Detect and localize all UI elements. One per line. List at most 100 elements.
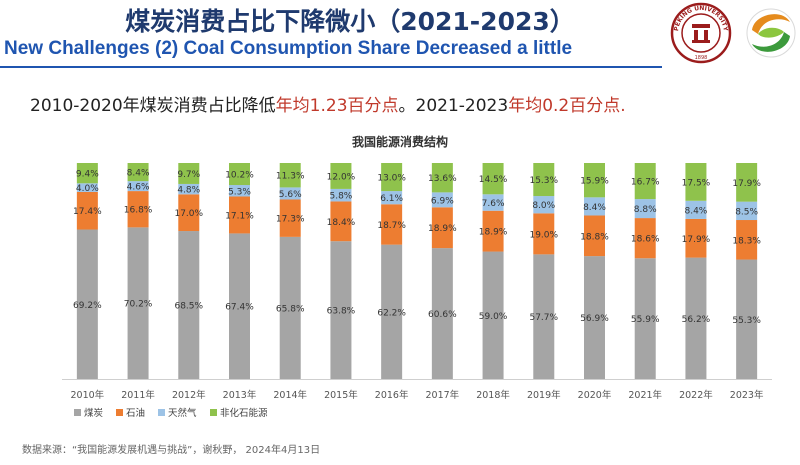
- data-label-2-13: 8.5%: [735, 207, 758, 217]
- bar-segment-2-13: [736, 201, 758, 221]
- data-label-1-5: 18.4%: [327, 218, 356, 228]
- bar-segment-2-7: [431, 192, 453, 208]
- legend-label-2: 天然气: [168, 407, 197, 419]
- slide-title-english: New Challenges (2) Coal Consumption Shar…: [4, 38, 573, 59]
- bar-segment-2-3: [229, 185, 250, 197]
- data-label-3-10: 15.9%: [580, 177, 609, 187]
- data-label-3-5: 12.0%: [327, 172, 356, 182]
- data-label-2-4: 5.6%: [279, 190, 302, 200]
- x-tick-label-11: 2021年: [628, 389, 662, 401]
- data-label-2-11: 8.8%: [634, 205, 657, 215]
- bar-segment-0-6: [381, 244, 403, 379]
- peking-university-logo: PEKING UNIVERSITY 1898: [670, 2, 732, 64]
- data-label-3-1: 8.4%: [127, 169, 150, 179]
- data-label-3-12: 17.5%: [682, 178, 711, 188]
- data-label-0-6: 62.2%: [377, 308, 406, 318]
- data-label-1-9: 19.0%: [529, 230, 558, 240]
- bar-segment-2-5: [330, 188, 352, 202]
- data-label-1-10: 18.8%: [580, 232, 609, 242]
- bar-segment-2-4: [279, 187, 301, 200]
- data-label-2-1: 4.6%: [127, 183, 150, 193]
- legend-swatch-0: [74, 409, 81, 416]
- bar-segment-3-13: [736, 163, 758, 202]
- data-label-1-8: 18.9%: [479, 228, 508, 238]
- bar-segment-3-10: [584, 163, 605, 198]
- bar-segment-0-5: [330, 241, 352, 379]
- bar-segment-3-9: [533, 163, 555, 197]
- bar-segment-1-9: [533, 213, 555, 255]
- legend-label-3: 非化石能源: [220, 407, 268, 419]
- bar-segment-3-8: [482, 163, 504, 195]
- x-tick-label-3: 2013年: [223, 389, 257, 401]
- headline-summary: 2010-2020年煤炭消费占比降低年均1.23百分点。2021-2023年均0…: [30, 91, 626, 116]
- bar-segment-0-12: [685, 257, 707, 379]
- bar-segment-0-0: [76, 229, 98, 379]
- bar-segment-3-3: [229, 163, 250, 186]
- x-tick-label-10: 2020年: [578, 389, 612, 401]
- bar-segment-0-2: [178, 231, 200, 379]
- data-label-2-3: 5.3%: [228, 187, 251, 197]
- x-tick-label-12: 2022年: [679, 389, 713, 401]
- data-label-1-4: 17.3%: [276, 215, 305, 225]
- data-label-2-9: 8.0%: [532, 201, 555, 211]
- data-label-2-7: 6.9%: [431, 196, 454, 206]
- data-label-3-11: 16.7%: [631, 178, 660, 188]
- bar-segment-0-7: [431, 248, 453, 379]
- slide-title-chinese: 煤炭消费占比下降微小（2021-2023）: [125, 7, 575, 36]
- bar-segment-1-4: [279, 199, 301, 237]
- bar-segment-0-11: [634, 258, 656, 379]
- data-label-1-3: 17.1%: [225, 211, 254, 221]
- data-label-3-3: 10.2%: [225, 171, 254, 181]
- bar-segment-1-5: [330, 201, 352, 242]
- bar-segment-2-6: [381, 191, 403, 205]
- data-label-0-2: 68.5%: [174, 302, 203, 312]
- pku-logo-year: 1898: [695, 55, 708, 61]
- data-label-3-7: 13.6%: [428, 174, 457, 184]
- bar-segment-2-9: [533, 196, 555, 214]
- bar-segment-2-12: [685, 200, 707, 219]
- chart-title: 我国能源消费结构: [352, 134, 448, 149]
- data-label-2-12: 8.4%: [684, 206, 707, 216]
- data-label-3-0: 9.4%: [76, 170, 99, 180]
- data-label-2-0: 4.0%: [76, 184, 99, 194]
- x-tick-label-1: 2011年: [121, 389, 155, 401]
- x-tick-label-8: 2018年: [476, 389, 510, 401]
- x-tick-label-2: 2012年: [172, 389, 206, 401]
- bar-segment-1-8: [482, 210, 504, 252]
- data-source-note: 数据来源：“我国能源发展机遇与挑战”，谢秋野， 2024年4月13日: [22, 445, 321, 456]
- bar-segment-2-10: [584, 197, 605, 216]
- bar-segment-1-1: [127, 191, 149, 228]
- bar-segment-3-2: [178, 163, 200, 184]
- bar-segment-3-4: [279, 163, 301, 188]
- x-tick-label-6: 2016年: [375, 389, 409, 401]
- data-label-2-5: 5.8%: [329, 192, 352, 202]
- data-label-3-8: 14.5%: [479, 175, 508, 185]
- bar-segment-0-3: [229, 233, 250, 379]
- bar-segment-2-8: [482, 194, 504, 211]
- legend-swatch-2: [158, 409, 165, 416]
- bar-segment-1-2: [178, 194, 200, 232]
- data-label-0-9: 57.7%: [529, 313, 558, 323]
- bar-segment-0-13: [736, 259, 758, 379]
- data-label-1-2: 17.0%: [174, 209, 203, 219]
- x-tick-label-4: 2014年: [273, 389, 307, 401]
- energy-structure-chart: 我国能源消费结构 69.2% 17.4% 4.0% 9.4% 2010年 70.2% 16.8…: [0, 125, 800, 440]
- data-label-0-3: 67.4%: [225, 303, 254, 313]
- data-label-0-1: 70.2%: [124, 300, 153, 310]
- data-label-1-12: 17.9%: [682, 235, 711, 245]
- headline-part-3: 。2021-2023: [398, 96, 509, 116]
- bar-segment-1-10: [584, 215, 605, 257]
- data-label-0-0: 69.2%: [73, 301, 102, 311]
- data-label-0-5: 63.8%: [327, 307, 356, 317]
- data-label-0-8: 59.0%: [479, 312, 508, 322]
- bar-segment-2-1: [127, 181, 149, 192]
- bar-segment-0-4: [279, 236, 301, 379]
- headline-part-1: 2010-2020年煤炭消费占比降低: [30, 96, 276, 116]
- x-tick-label-0: 2010年: [71, 389, 105, 401]
- bar-segment-0-1: [127, 227, 149, 379]
- headline-part-2: 年均1.23百分点: [275, 96, 399, 116]
- x-tick-label-7: 2017年: [426, 389, 460, 401]
- headline-part-4: 年均0.2百分点.: [508, 96, 626, 116]
- data-label-1-6: 18.7%: [377, 221, 406, 231]
- bar-segment-0-8: [482, 251, 504, 379]
